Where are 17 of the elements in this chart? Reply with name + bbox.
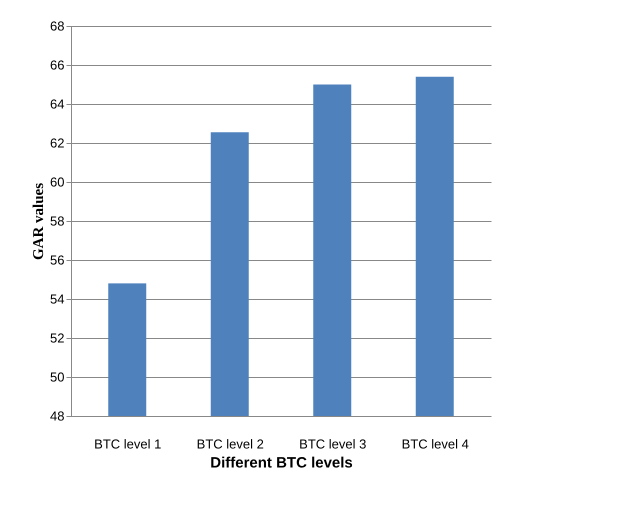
y-tick-label: 60: [50, 174, 64, 190]
x-tick-label: BTC level 3: [299, 436, 366, 452]
y-tick-label: 56: [50, 252, 64, 268]
y-tick-label: 62: [50, 136, 64, 150]
y-tick-label: 64: [50, 96, 64, 112]
y-tick-label: 50: [50, 370, 64, 384]
x-tick-label: BTC level 1: [94, 436, 162, 452]
x-tick-label: BTC level 4: [402, 436, 469, 452]
y-tick-label: 68: [50, 18, 64, 34]
y-tick-label: 66: [50, 58, 64, 72]
x-tick-label: BTC level 2: [196, 436, 264, 452]
y-tick-label: 58: [50, 214, 64, 228]
y-tick-label: 48: [50, 408, 64, 424]
x-axis-title: Different BTC levels: [210, 454, 353, 472]
y-axis-title: GAR values: [31, 182, 48, 260]
y-tick-label: 54: [50, 292, 64, 306]
y-tick-label: 52: [50, 330, 64, 346]
